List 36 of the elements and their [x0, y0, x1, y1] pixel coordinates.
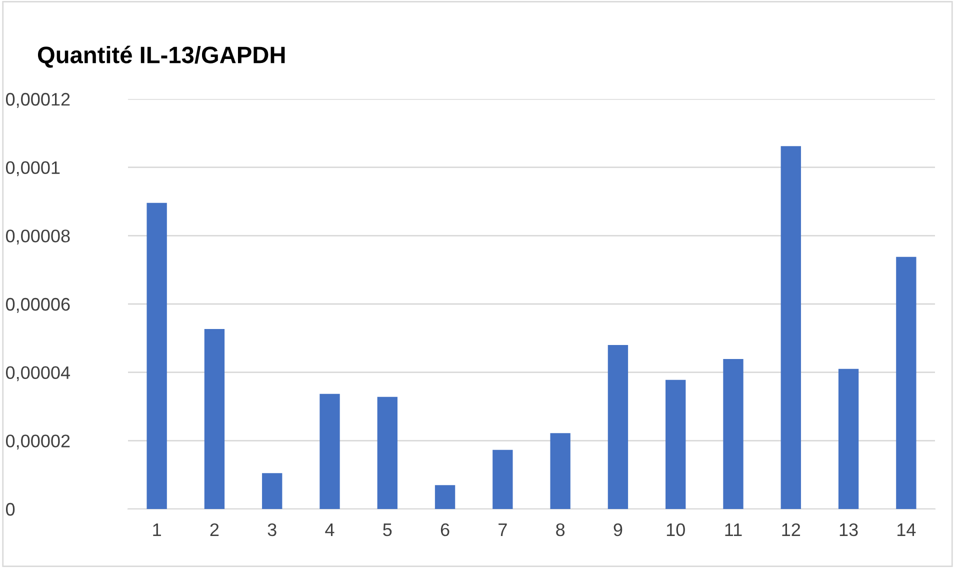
- bar: [838, 368, 859, 509]
- y-tick-label: 0,0001: [6, 161, 60, 176]
- x-tick-label: 14: [898, 524, 916, 536]
- y-tick-label: 0,00012: [6, 92, 70, 108]
- bar: [434, 485, 456, 509]
- bar: [723, 359, 744, 509]
- y-tick-label: 0: [6, 502, 15, 516]
- bar: [146, 202, 167, 509]
- bar: [780, 146, 801, 509]
- x-tick-label: 3: [268, 523, 276, 536]
- bar: [896, 256, 916, 509]
- x-tick-label: 2: [210, 523, 219, 536]
- x-tick-label: 11: [725, 524, 742, 536]
- bar: [608, 345, 628, 509]
- x-tick-label: 4: [325, 524, 334, 536]
- y-tick-label: 0,00002: [6, 434, 70, 450]
- bar: [492, 450, 513, 509]
- y-tick-label: 0,00008: [6, 230, 70, 245]
- chart-title: Quantité IL-13/GAPDH: [38, 46, 285, 68]
- x-tick-label: 10: [666, 523, 685, 536]
- x-tick-label: 8: [556, 523, 565, 536]
- x-tick-label: 12: [782, 523, 800, 536]
- bar: [320, 394, 340, 509]
- x-tick-label: 13: [840, 523, 858, 536]
- x-tick-label: 1: [153, 524, 161, 536]
- x-tick-label: 6: [440, 523, 450, 536]
- bar: [377, 396, 398, 509]
- bar: [262, 473, 282, 509]
- x-tick-label: 7: [498, 524, 507, 536]
- x-tick-label: 5: [383, 524, 392, 536]
- y-tick-label: 0,00006: [6, 298, 70, 313]
- y-tick-label: 0,00004: [6, 366, 70, 382]
- x-tick-label: 9: [614, 523, 622, 536]
- bar: [550, 433, 570, 509]
- bar: [666, 380, 686, 509]
- bar: [204, 328, 225, 509]
